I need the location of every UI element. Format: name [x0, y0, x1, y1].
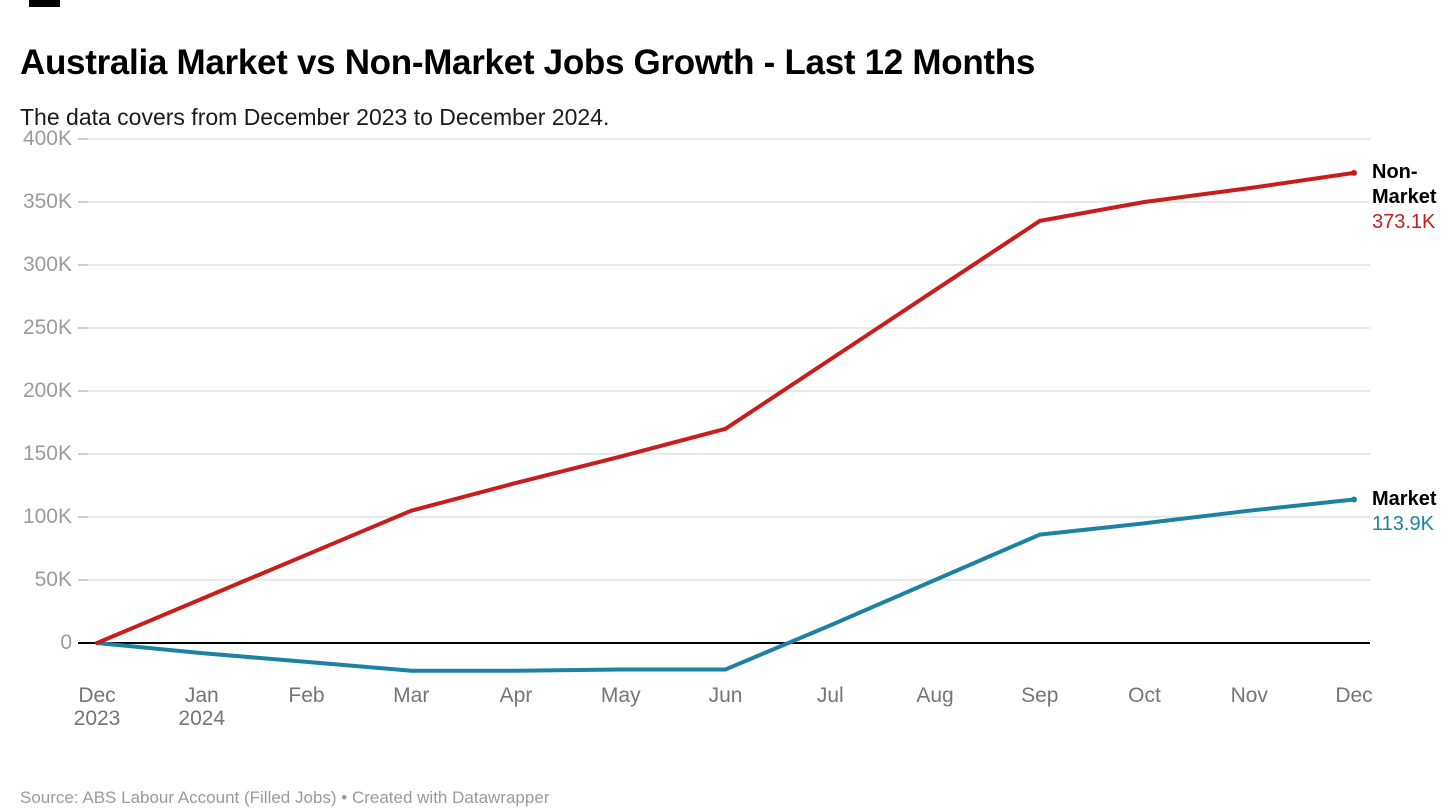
y-axis-label: 250K [22, 316, 72, 339]
x-axis-label: Apr [499, 684, 533, 707]
x-axis-tick: Nov [1194, 684, 1304, 707]
chart-subtitle: The data covers from December 2023 to De… [20, 104, 610, 130]
series-name: Non- [1372, 161, 1418, 184]
y-axis-label: 200K [22, 379, 72, 402]
x-axis-tick: Mar [356, 684, 466, 707]
x-axis-tick: May [566, 684, 676, 707]
y-axis-label: 300K [22, 253, 72, 276]
x-axis-label: Dec [1335, 684, 1373, 707]
chart-title: Australia Market vs Non-Market Jobs Grow… [20, 43, 1036, 83]
x-axis-label: May [600, 684, 641, 707]
series-name: Market [1372, 487, 1437, 510]
y-axis-label: 50K [34, 568, 72, 591]
y-axis-label: 150K [22, 442, 72, 465]
x-axis-label: Feb [288, 684, 325, 707]
x-axis-tick: Sep [985, 684, 1095, 707]
x-axis-tick: Feb [252, 684, 362, 707]
x-axis-label: Jul [816, 684, 844, 707]
x-axis-tick: Oct [1090, 684, 1200, 707]
y-axis-label: 100K [22, 505, 72, 528]
x-axis-tick: Jul [775, 684, 885, 707]
series-name: Market [1372, 186, 1437, 209]
series-line-non-market [95, 170, 1356, 645]
x-axis-label: Nov [1230, 684, 1268, 707]
series-end-label-market: Market 113.9K [1372, 487, 1456, 537]
source-note: Source: ABS Labour Account (Filled Jobs)… [20, 788, 550, 807]
y-axis-label: 0 [60, 631, 72, 654]
series-end-label-non-market: Non- Market 373.1K [1372, 160, 1456, 235]
x-axis-tick: Dec 2023 [42, 684, 152, 730]
x-axis-label-year: 2024 [178, 707, 226, 730]
series-endpoint-non-market [1351, 169, 1357, 176]
y-axis-label: 400K [22, 127, 72, 150]
x-axis-tick: Dec [1299, 684, 1409, 707]
x-axis-tick: Apr [461, 684, 571, 707]
x-axis-label: Mar [393, 684, 430, 707]
x-axis-label: Sep [1021, 684, 1059, 707]
x-axis-label: Aug [916, 684, 954, 707]
series-line-market [95, 497, 1356, 673]
x-axis-label: Jan [184, 684, 219, 707]
x-axis-tick: Jun [671, 684, 781, 707]
x-axis-tick: Aug [880, 684, 990, 707]
x-axis-label: Jun [708, 684, 743, 707]
series-end-value: 113.9K [1372, 512, 1434, 535]
x-axis-label: Oct [1128, 684, 1161, 707]
x-axis-label: Dec [78, 684, 116, 707]
series-endpoint-market [1351, 496, 1357, 503]
x-axis-tick: Jan 2024 [147, 684, 257, 730]
embed-handle-mark [29, 0, 60, 7]
x-axis-label-year: 2023 [73, 707, 121, 730]
y-axis-label: 350K [22, 190, 72, 213]
series-end-value: 373.1K [1372, 211, 1436, 234]
